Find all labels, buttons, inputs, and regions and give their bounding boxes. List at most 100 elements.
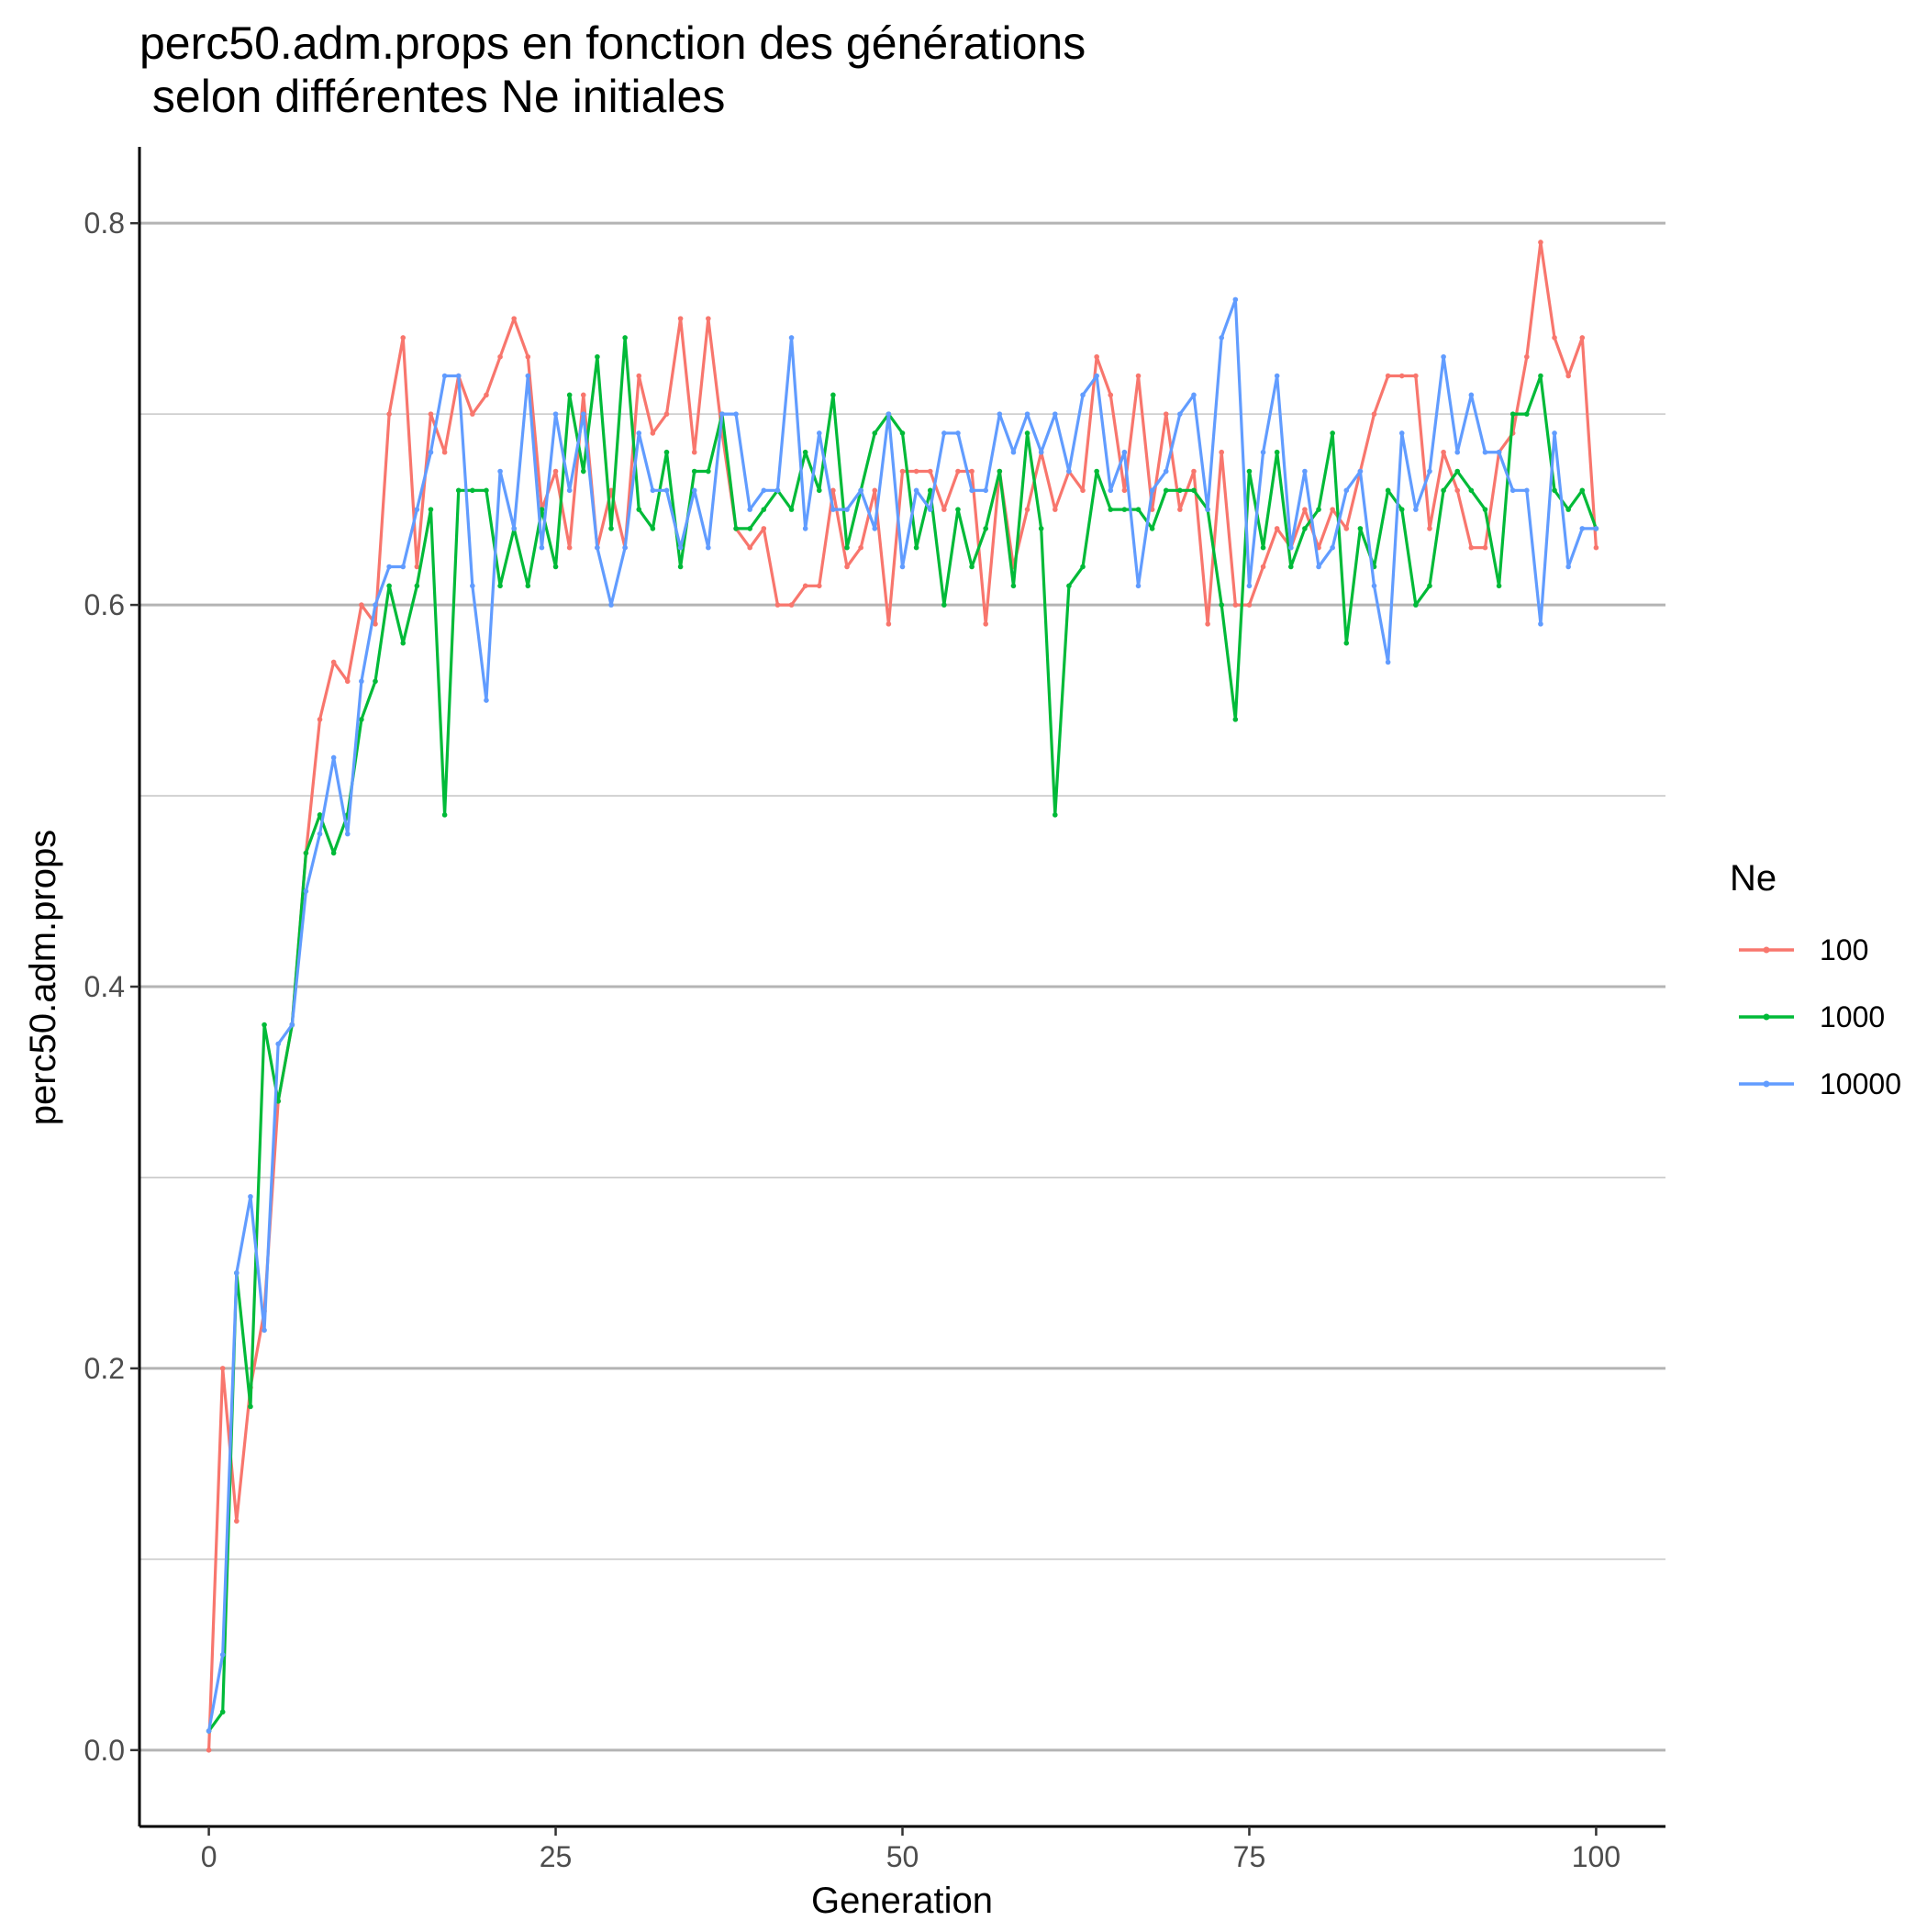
data-point [1246,583,1253,589]
data-point [1579,335,1586,341]
data-point [1053,411,1058,417]
data-point [1482,544,1488,551]
data-point [1149,487,1155,494]
data-point [844,507,850,512]
data-point [1441,487,1446,494]
data-point [872,526,878,531]
data-point [1454,449,1461,455]
data-point [1219,602,1225,608]
data-point [1302,526,1308,531]
data-point [1357,526,1364,531]
data-point [1010,583,1017,589]
data-point [1330,430,1335,436]
data-point [788,507,795,512]
data-point [1163,468,1169,475]
data-point [650,487,656,494]
data-point [983,621,989,627]
data-point [622,335,628,341]
data-point [497,583,503,589]
x-tick-label: 75 [1233,1840,1266,1873]
data-point [497,468,503,475]
data-point [691,449,697,455]
data-point [1468,487,1475,494]
data-point [470,411,475,417]
data-point [650,430,656,436]
data-point [1385,659,1391,665]
data-point [1121,507,1128,512]
data-point [886,411,892,417]
data-point [580,392,586,398]
y-axis-title: perc50.adm.props [23,830,63,1125]
legend-label: 100 [1820,933,1868,966]
data-point [1552,430,1557,436]
legend-label: 10000 [1820,1067,1901,1100]
data-point [330,659,337,665]
data-point [636,507,642,512]
data-point [927,507,933,512]
data-point [595,544,600,551]
data-point [733,526,739,531]
data-point [1260,564,1266,570]
data-point [997,411,1003,417]
data-point [1579,487,1586,494]
data-point [400,564,407,570]
data-point [428,449,434,455]
legend: Ne 100 1000 10000 [1730,858,1901,1100]
data-point [1385,373,1391,379]
data-point [1232,296,1239,303]
data-point [386,411,392,417]
data-point [580,411,586,417]
y-tick-label: 0.6 [84,588,125,621]
data-point [677,564,684,570]
legend-label: 1000 [1820,1000,1885,1033]
data-point [1246,602,1253,608]
data-point [1038,449,1044,455]
data-point [552,411,559,417]
data-point [858,544,863,551]
data-point [1468,392,1475,398]
data-point [1593,526,1599,531]
x-tick-label: 25 [540,1840,573,1873]
data-point [650,526,656,531]
data-point [1593,544,1599,551]
data-point [1398,373,1405,379]
data-point [1330,507,1335,512]
data-point [1205,507,1210,512]
data-point [899,430,906,436]
data-point [941,430,947,436]
data-point [344,678,351,685]
data-point [733,411,739,417]
x-axis-title: Generation [811,1881,993,1921]
data-point [219,1366,226,1371]
legend-items: 100 1000 10000 [1739,933,1901,1100]
data-point [414,564,420,570]
data-point [1080,487,1086,494]
data-point [1316,564,1321,570]
data-point [1509,411,1516,417]
data-point [1538,621,1543,627]
data-point [941,602,947,608]
data-point [234,1270,239,1276]
data-point [830,392,836,398]
data-point [441,449,448,455]
data-point [927,487,933,494]
data-point [636,373,642,379]
data-point [608,602,614,608]
data-point [470,487,475,494]
data-point [677,544,684,551]
data-point [1094,468,1099,475]
data-point [1108,392,1114,398]
data-point [872,487,878,494]
data-point [441,812,448,818]
data-point [303,888,309,894]
data-point [484,698,489,703]
data-point [525,583,531,589]
data-point [1454,468,1461,475]
legend-item-10000: 10000 [1739,1067,1901,1100]
data-point [706,544,711,551]
data-point [428,507,434,512]
data-point [1274,526,1280,531]
data-point [1509,487,1516,494]
